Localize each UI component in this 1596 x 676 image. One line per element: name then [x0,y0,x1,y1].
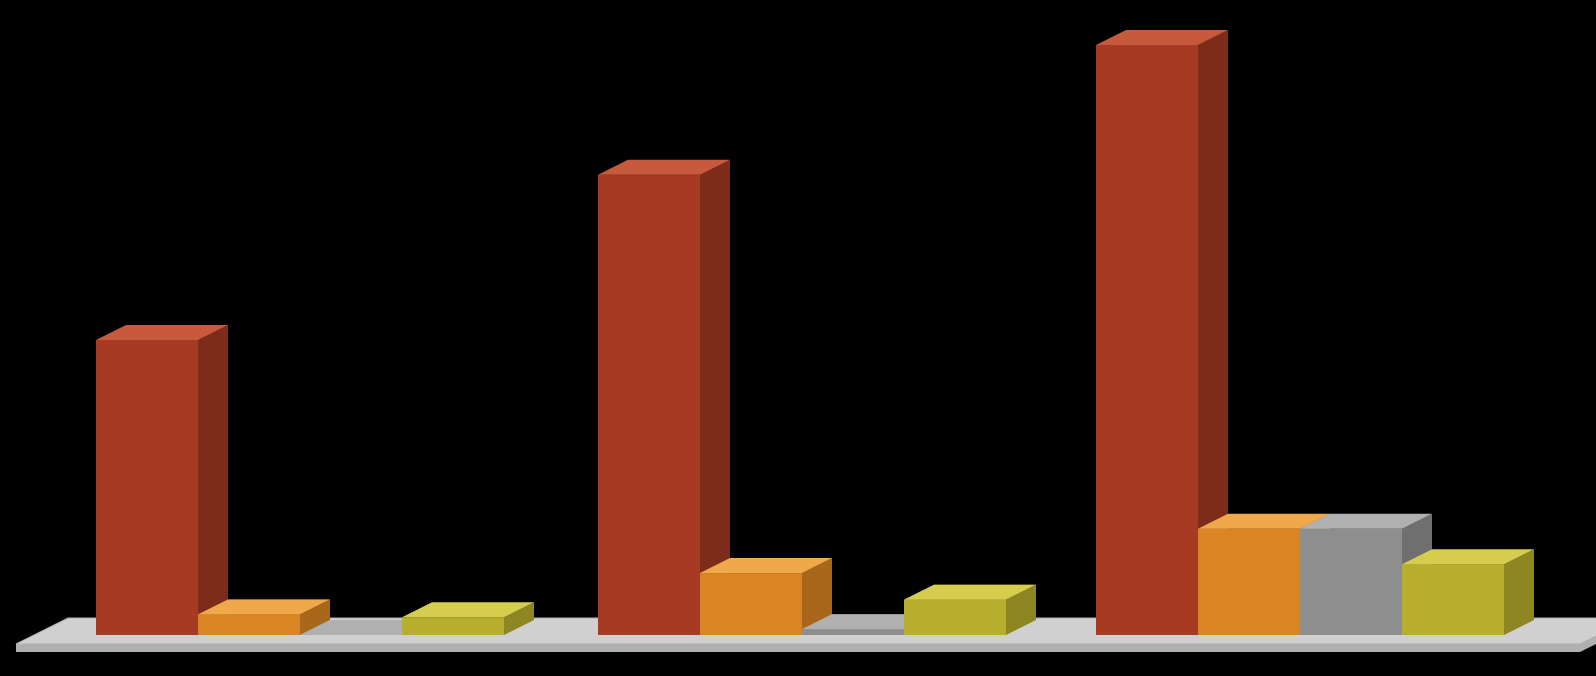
chart-svg [0,0,1596,676]
bar-g1-s0 [598,160,730,635]
bar-g2-s3 [1402,549,1534,635]
bar-g1-s1 [700,558,832,635]
bar-g0-s1 [198,599,330,635]
bar-g1-s3 [904,585,1036,635]
floor-front-edge [16,644,1580,652]
bar-g0-s0 [96,325,228,635]
chart-3d-bar [0,0,1596,676]
